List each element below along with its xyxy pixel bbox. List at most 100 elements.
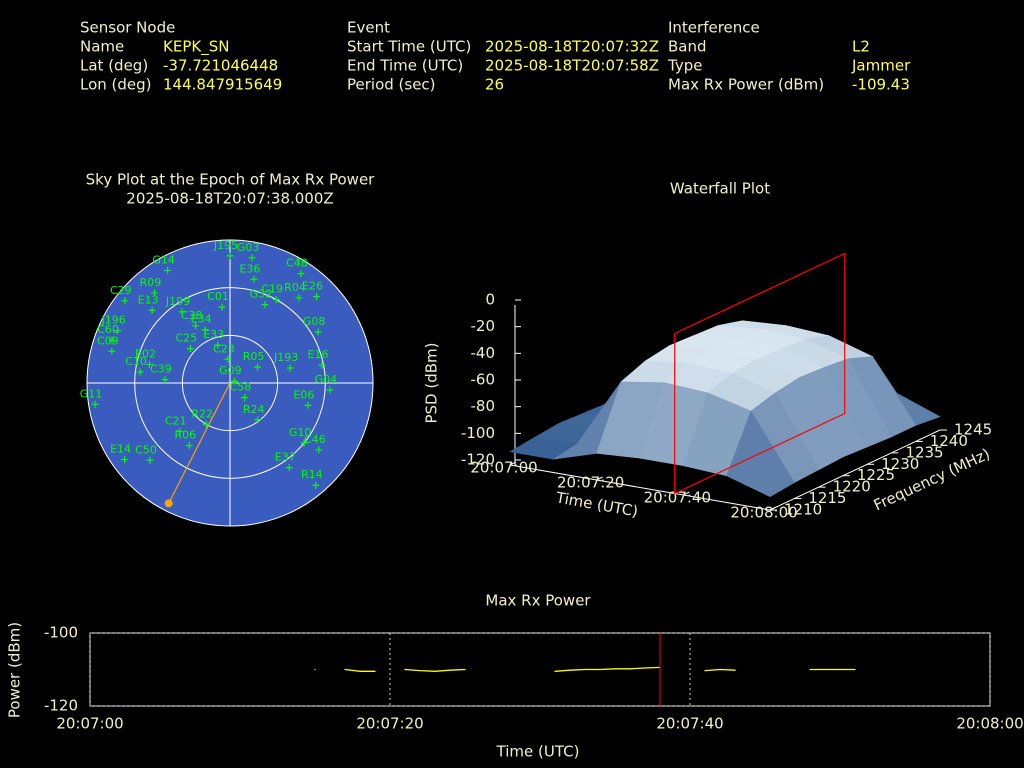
satellite-marker [295,294,303,302]
satellite-marker [218,303,226,311]
satellite-marker [248,254,256,262]
x-tick-label: 20:07:00 [56,715,123,733]
y-tick-label: -100 [44,624,78,642]
frequency-tick-label: 1220 [833,478,871,496]
power-line [314,666,856,672]
satellite-label: G14 [152,253,175,266]
satellite-label: G11 [80,387,103,400]
section-title: Sensor Node [80,19,175,37]
satellite-marker [136,368,144,376]
satellite-label: C01 [207,290,229,303]
section-title: Event [347,19,390,37]
satellite-marker [185,442,193,450]
satellite-marker [192,322,200,330]
satellite-marker [121,297,129,305]
psd-tick-label: 0 [485,291,495,309]
field-value: -109.43 [852,76,910,94]
satellite-marker [202,420,210,428]
field-value: KEPK_SN [163,38,229,57]
satellite-marker [146,456,154,464]
satellite-label: G03 [237,241,260,254]
frequency-tick-label: 1245 [954,421,992,439]
field-label: Lon (deg) [80,76,152,94]
satellite-label: C09 [97,334,119,347]
satellite-label: R24 [243,403,265,416]
field-value: -37.721046448 [163,57,278,75]
field-label: End Time (UTC) [347,57,463,75]
satellite-marker [148,306,156,314]
field-label: Type [667,57,702,75]
satellite-label: J196 [101,314,126,327]
field-value: L2 [852,38,870,56]
psd-tick-label: -60 [471,371,496,389]
epoch-plane [674,252,846,495]
satellite-label: C58 [230,381,252,394]
satellite-label: J193 [273,351,298,364]
satellite-marker [315,446,323,454]
satellite-label: R14 [301,468,323,481]
satellite-label: E14 [110,443,131,456]
time-axis-label: Time (UTC) [554,488,640,520]
x-tick-label: 20:07:40 [656,715,723,733]
y-axis-label: Power (dBm) [6,622,24,718]
satellite-marker [314,328,322,336]
satellite-label: C21 [165,415,187,428]
satellite-label: C60 [97,323,119,336]
satellite-marker [326,386,334,394]
psd-tick-label: -80 [471,397,496,415]
satellite-label: E02 [135,347,156,360]
chart-title: Max Rx Power [485,592,591,610]
satellite-label: C39 [150,363,172,376]
x-tick-label: 20:07:20 [356,715,423,733]
satellite-marker [214,341,222,349]
field-value: 2025-08-18T20:07:32Z [485,38,659,56]
satellite-marker [224,355,232,363]
field-label: Name [80,38,124,56]
satellite-marker [121,456,129,464]
satellite-label: C10 [125,355,147,368]
source-bearing [168,382,231,504]
satellite-label: G04 [315,373,338,386]
field-label: Band [668,38,707,56]
satellite-marker [300,439,308,447]
satellite-marker [201,326,209,334]
psd-tick-label: -40 [471,344,496,362]
time-tick-label: 20:07:40 [644,489,711,507]
field-value: 26 [485,76,504,94]
satellite-label: C48 [286,257,308,270]
satellite-label: R05 [243,350,265,363]
field-label: Period (sec) [347,76,436,94]
satellite-marker [285,464,293,472]
satellite-label: G32 [250,288,273,301]
satellite-label: C38 [181,309,203,322]
satellite-marker [108,347,116,355]
time-tick [509,461,517,466]
frequency-tick-label: 1215 [808,489,846,507]
satellite-marker [230,377,238,385]
psd-tick-label: -120 [461,451,495,469]
satellite-marker [226,252,234,260]
satellite-marker [286,364,294,372]
psd-tick-label: -20 [471,317,496,335]
frequency-tick-label: 1235 [905,443,943,461]
satellite-marker [272,296,280,304]
satellite-marker [250,275,258,283]
satellite-marker [241,394,249,402]
satellite-marker [176,428,184,436]
satellite-label: C29 [110,284,132,297]
satellite-marker [150,289,158,297]
satellite-label: E33 [203,328,224,341]
frequency-tick-label: 1225 [857,466,895,484]
satellite-label: E26 [302,279,323,292]
satellite-label: G08 [303,315,326,328]
time-tick [596,476,603,481]
satellite-marker [164,266,172,274]
frequency-tick-label: 1210 [784,501,822,519]
satellite-label: R22 [191,407,213,420]
satellite-label: R04 [284,281,306,294]
satellite-marker [254,416,262,424]
psd-axis-label: PSD (dBm) [423,342,441,423]
satellite-label: R06 [175,429,197,442]
time-tick [683,491,690,496]
